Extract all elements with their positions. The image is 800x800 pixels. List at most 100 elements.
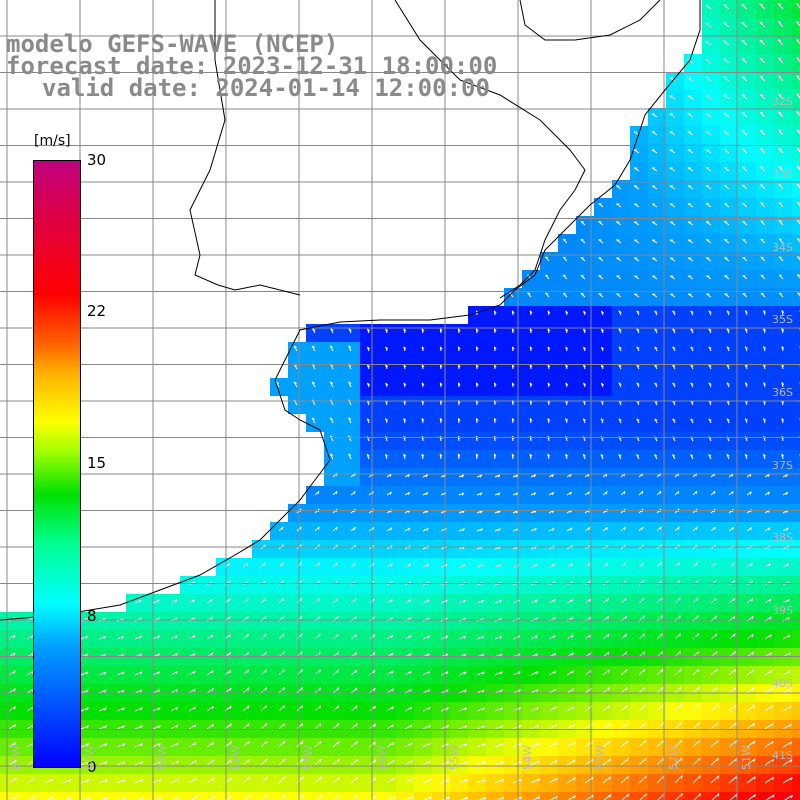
wind-arrow — [692, 704, 700, 712]
wind-arrow-head — [103, 635, 107, 639]
wind-arrow — [620, 633, 628, 640]
wind-arrow — [9, 795, 17, 800]
wind-arrow — [620, 686, 628, 694]
wind-arrow — [548, 688, 557, 694]
wind-arrow-head — [480, 528, 483, 532]
wind-arrow-head — [795, 20, 800, 23]
wind-arrow-head — [301, 669, 303, 673]
wind-arrow-head — [717, 775, 720, 779]
wind-arrow-head — [759, 75, 763, 78]
wind-arrow-head — [283, 740, 286, 744]
wind-arrow-head — [248, 776, 251, 781]
wind-arrow — [746, 580, 753, 586]
wind-arrow-head — [410, 778, 414, 782]
wind-arrow-head — [385, 453, 388, 457]
field-cell — [252, 792, 270, 800]
wind-arrow-head — [389, 491, 392, 495]
wind-arrow-head — [247, 651, 249, 656]
wind-arrow-head — [769, 616, 772, 620]
wind-arrow — [116, 671, 125, 676]
wind-arrow — [548, 599, 556, 604]
wind-arrow-head — [641, 526, 644, 530]
field-cell — [792, 486, 800, 504]
wind-arrow-head — [534, 528, 537, 532]
wind-arrow-head — [600, 382, 604, 386]
wind-arrow-head — [553, 634, 557, 639]
wind-arrow-head — [373, 723, 377, 727]
wind-arrow-head — [447, 796, 450, 800]
wind-arrow — [460, 796, 468, 800]
wind-arrow-head — [462, 510, 465, 514]
wind-arrow-head — [348, 417, 352, 420]
field-cell — [792, 630, 800, 648]
wind-arrow-head — [565, 453, 568, 457]
wind-arrow-head — [421, 453, 425, 457]
wind-arrow — [778, 129, 784, 136]
wind-arrow-head — [733, 633, 736, 637]
wind-arrow — [170, 760, 179, 766]
wind-arrow-head — [770, 669, 773, 674]
wind-arrow — [741, 112, 748, 118]
wind-arrow — [260, 687, 267, 694]
wind-arrow-head — [696, 579, 699, 584]
wind-arrow-head — [529, 453, 533, 457]
wind-arrow — [494, 671, 503, 676]
wind-arrow — [513, 796, 523, 800]
wind-arrow — [710, 704, 719, 712]
wind-arrow-head — [157, 653, 161, 657]
wind-arrow — [404, 724, 413, 730]
wind-arrow — [764, 598, 772, 604]
wind-arrow-head — [139, 653, 143, 657]
wind-arrow-head — [330, 381, 334, 384]
wind-arrow-head — [446, 742, 450, 747]
wind-arrow-head — [355, 687, 358, 691]
wind-arrow — [674, 633, 681, 640]
wind-arrow-head — [446, 707, 449, 711]
wind-arrow-head — [445, 599, 448, 603]
wind-arrow-head — [672, 382, 676, 385]
wind-arrow-head — [476, 382, 479, 386]
wind-arrow — [170, 706, 179, 712]
wind-arrow — [656, 668, 664, 676]
wind-arrow — [566, 705, 575, 712]
wind-arrow — [314, 722, 322, 730]
field-cell — [792, 36, 800, 54]
wind-arrow — [152, 689, 161, 694]
wind-arrow — [152, 706, 161, 712]
wind-arrow — [687, 59, 694, 64]
wind-arrow-head — [246, 580, 249, 584]
border-line — [519, 0, 661, 41]
wind-arrow — [782, 759, 793, 766]
wind-arrow-head — [457, 453, 461, 457]
field-cell — [0, 792, 18, 800]
wind-arrow — [692, 739, 701, 748]
wind-arrow-head — [248, 794, 251, 798]
wind-arrow-head — [636, 310, 640, 313]
wind-arrow-head — [716, 740, 719, 744]
wind-arrow — [422, 778, 432, 784]
field-cell — [792, 90, 800, 108]
wind-arrow-head — [742, 166, 746, 169]
wind-arrow-head — [734, 704, 737, 708]
wind-arrow-head — [464, 689, 467, 693]
wind-arrow — [296, 633, 303, 640]
wind-arrow-head — [439, 364, 443, 368]
wind-arrow-head — [726, 346, 730, 349]
wind-arrow — [782, 598, 790, 604]
wind-arrow-head — [734, 686, 737, 691]
wind-arrow-head — [122, 725, 125, 729]
wind-arrow — [777, 3, 784, 10]
wind-arrow-head — [623, 526, 626, 530]
wind-arrow-head — [732, 562, 735, 566]
wind-arrow-head — [741, 58, 745, 60]
wind-arrow-head — [494, 328, 497, 332]
wind-arrow — [225, 794, 233, 800]
wind-arrow — [602, 776, 611, 784]
wind-arrow-head — [103, 689, 107, 693]
wind-arrow-head — [317, 490, 320, 495]
wind-arrow-head — [759, 3, 763, 6]
wind-arrow-head — [695, 490, 698, 495]
wind-arrow — [440, 599, 448, 604]
wind-arrow-head — [741, 40, 745, 42]
wind-arrow — [620, 722, 629, 730]
